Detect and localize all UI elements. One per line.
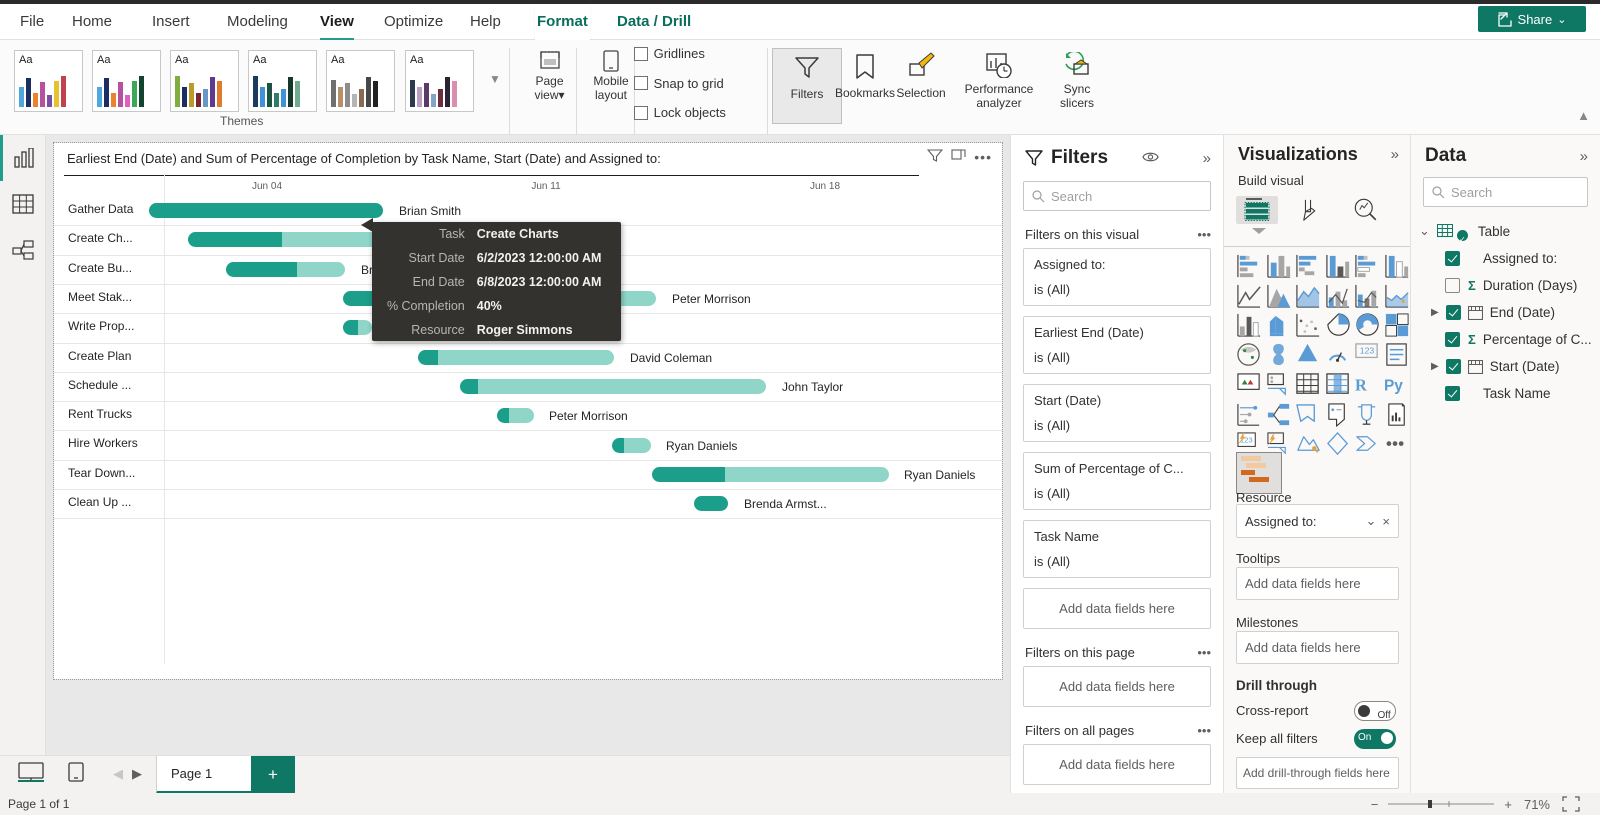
svg-text:•••: ••• [1386,434,1404,454]
svg-text:123: 123 [1360,346,1375,356]
svg-text:R: R [1355,375,1367,394]
svg-text:Py: Py [1384,377,1403,394]
